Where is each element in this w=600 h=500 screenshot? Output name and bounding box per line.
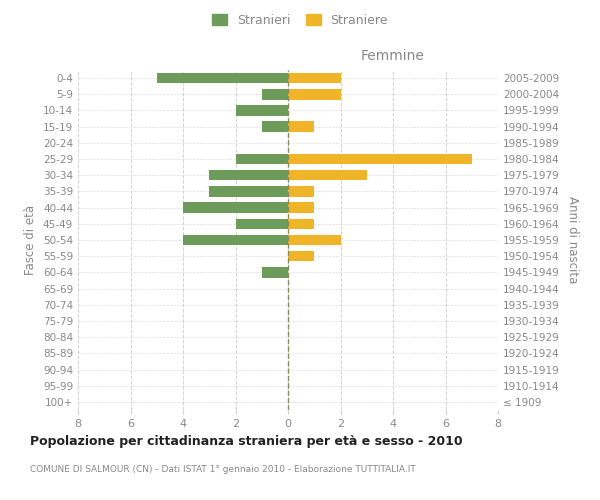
Bar <box>157 73 288 84</box>
Bar <box>183 202 288 213</box>
Bar <box>288 154 472 164</box>
Bar <box>262 267 288 278</box>
Bar <box>288 73 341 84</box>
Bar <box>288 218 314 229</box>
Bar <box>235 218 288 229</box>
Y-axis label: Anni di nascita: Anni di nascita <box>566 196 579 284</box>
Bar <box>209 186 288 196</box>
Legend: Stranieri, Straniere: Stranieri, Straniere <box>207 8 393 32</box>
Text: Femmine: Femmine <box>361 49 425 63</box>
Bar <box>183 234 288 246</box>
Bar <box>288 89 341 100</box>
Bar <box>288 170 367 180</box>
Bar <box>262 122 288 132</box>
Bar <box>288 251 314 262</box>
Bar <box>288 202 314 213</box>
Bar <box>288 122 314 132</box>
Bar <box>288 186 314 196</box>
Bar <box>235 105 288 116</box>
Bar <box>262 89 288 100</box>
Bar <box>288 234 341 246</box>
Text: COMUNE DI SALMOUR (CN) - Dati ISTAT 1° gennaio 2010 - Elaborazione TUTTITALIA.IT: COMUNE DI SALMOUR (CN) - Dati ISTAT 1° g… <box>30 465 416 474</box>
Text: Popolazione per cittadinanza straniera per età e sesso - 2010: Popolazione per cittadinanza straniera p… <box>30 435 463 448</box>
Bar <box>209 170 288 180</box>
Y-axis label: Fasce di età: Fasce di età <box>25 205 37 275</box>
Bar <box>235 154 288 164</box>
